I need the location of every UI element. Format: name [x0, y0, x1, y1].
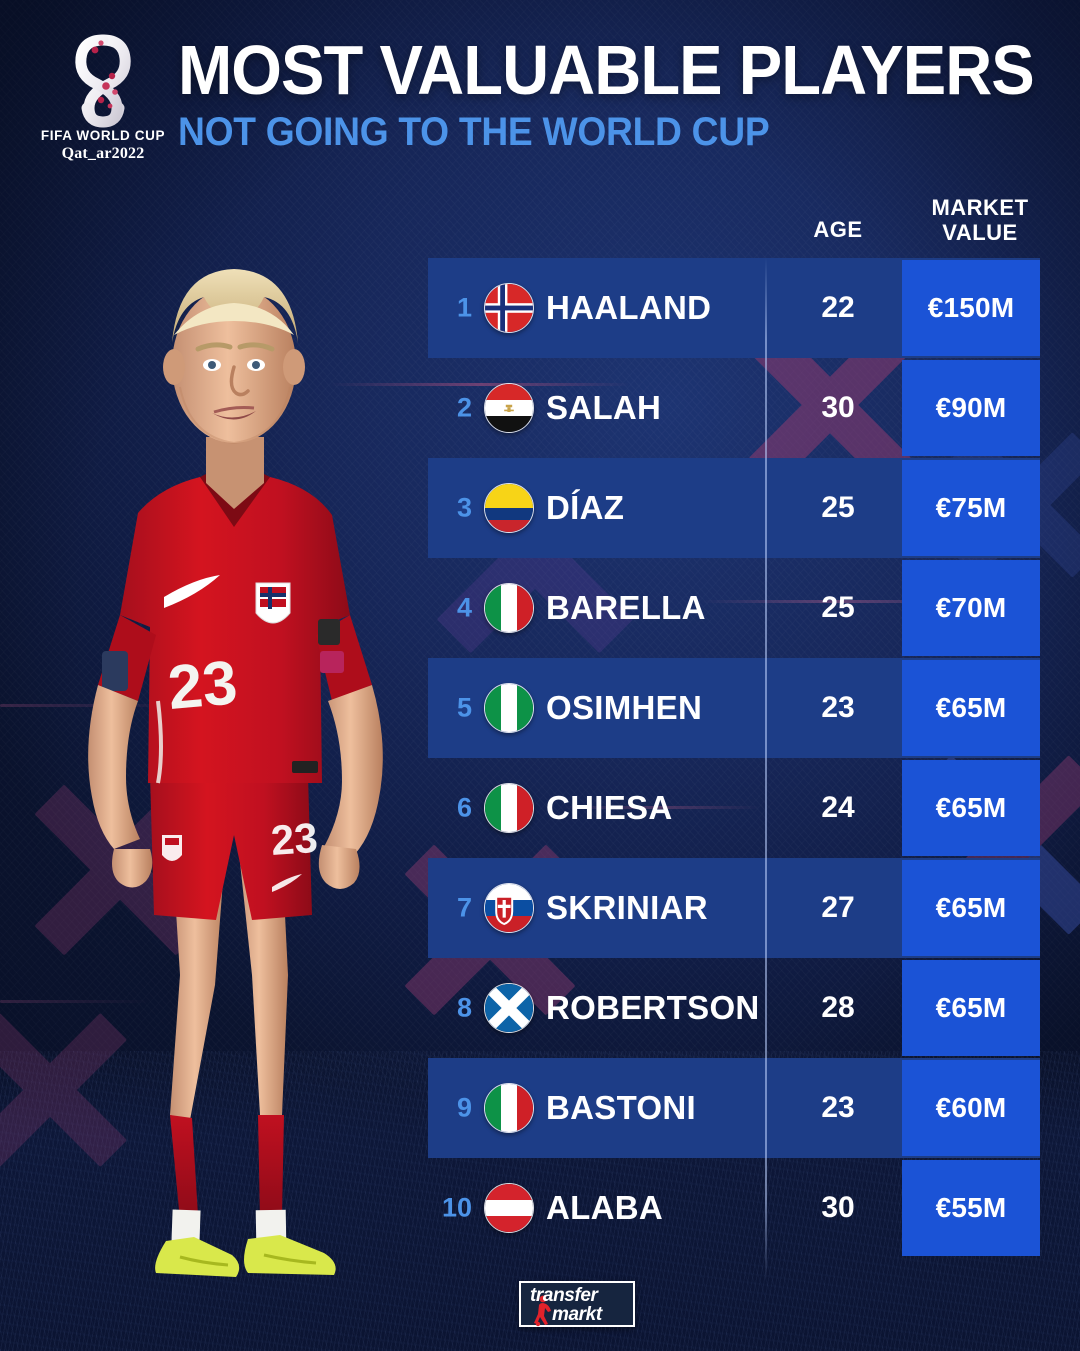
row-rank: 10: [441, 1192, 472, 1223]
flag-egypt-icon: [484, 383, 534, 433]
row-player-name: ALABA: [546, 1189, 663, 1226]
row-rank: 7: [456, 892, 472, 923]
page-subtitle: NOT GOING TO THE WORLD CUP: [178, 109, 770, 154]
row-market-value-cell: €65M: [902, 660, 1040, 756]
row-rank: 6: [456, 792, 472, 823]
row-market-value: €65M: [935, 892, 1007, 923]
row-market-value-cell: €55M: [902, 1160, 1040, 1256]
row-age: 25: [821, 591, 855, 624]
row-market-value-cell: €90M: [902, 360, 1040, 456]
row-player-name: BASTONI: [546, 1089, 697, 1126]
row-age: 24: [821, 791, 855, 824]
flag-italy-icon: [484, 583, 534, 633]
row-player-name: OSIMHEN: [546, 689, 703, 726]
row-market-value: €65M: [935, 792, 1007, 823]
row-rank: 8: [456, 992, 472, 1023]
svg-text:23: 23: [269, 814, 319, 864]
flag-colombia-icon: [484, 483, 534, 533]
column-divider: [765, 258, 767, 1280]
transfermarkt-player-icon: [534, 1295, 551, 1327]
table-row: 5 OSIMHEN 23 €65M: [428, 658, 1040, 758]
row-rank: 2: [456, 392, 472, 423]
row-player-name: BARELLA: [546, 589, 706, 626]
table-row: 3 DÍAZ 25 €75M: [428, 458, 1040, 558]
player-photo: 23 23: [20, 215, 440, 1290]
transfermarkt-logo[interactable]: transfer markt: [519, 1281, 635, 1327]
table-row: 10 ALABA 30 €55M: [428, 1158, 1040, 1258]
table-row: 7 SKRINIAR 27 €65M: [428, 858, 1040, 958]
row-age: 23: [821, 1091, 855, 1124]
flag-italy-icon: [484, 783, 534, 833]
table-row: 9 BASTONI 23 €60M: [428, 1058, 1040, 1158]
row-market-value-cell: €150M: [902, 260, 1040, 356]
row-market-value: €65M: [935, 692, 1007, 723]
row-market-value: €150M: [927, 292, 1015, 323]
row-player-name: SALAH: [546, 389, 662, 426]
row-market-value-cell: €65M: [902, 960, 1040, 1056]
row-market-value-cell: €70M: [902, 560, 1040, 656]
row-age: 22: [821, 291, 855, 324]
decor-streak: [0, 1000, 150, 1003]
row-player-name: HAALAND: [546, 289, 712, 326]
row-player-name: SKRINIAR: [546, 889, 708, 926]
fifa-world-cup-qatar-2022-logo-icon: FIFA WORLD CUP Qat_ar2022: [38, 30, 168, 170]
flag-austria-icon: [484, 1183, 534, 1233]
flag-italy-icon: [484, 1083, 534, 1133]
qatar-2022-text: Qat_ar2022: [61, 145, 145, 162]
row-market-value-cell: €75M: [902, 460, 1040, 556]
row-rank: 1: [456, 292, 472, 323]
row-market-value-cell: €65M: [902, 860, 1040, 956]
column-headers: AGE MARKET VALUE: [0, 185, 1080, 255]
header: FIFA WORLD CUP Qat_ar2022 MOST VALUABLE …: [0, 0, 1080, 190]
row-market-value: €55M: [935, 1192, 1007, 1223]
row-age: 25: [821, 491, 855, 524]
row-age: 27: [821, 891, 855, 924]
column-header-market-value-line1: MARKET: [931, 195, 1029, 220]
row-rank: 4: [456, 592, 472, 623]
flag-norway-icon: [484, 283, 534, 333]
flag-scotland-icon: [484, 983, 534, 1033]
row-player-name: CHIESA: [546, 789, 673, 826]
decor-streak: [330, 383, 630, 386]
decor-streak: [560, 806, 760, 809]
fifa-world-cup-text: FIFA WORLD CUP: [40, 128, 166, 143]
flag-nigeria-icon: [484, 683, 534, 733]
decor-streak: [700, 600, 980, 603]
page-title: MOST VALUABLE PLAYERS: [178, 31, 1035, 109]
row-rank: 9: [456, 1092, 472, 1123]
table-row: 8 ROBERTSON 28 €65M: [428, 958, 1040, 1058]
row-rank: 3: [456, 492, 472, 523]
column-header-age: AGE: [813, 217, 863, 242]
column-header-market-value: MARKET VALUE: [905, 195, 1055, 245]
row-market-value-cell: €65M: [902, 760, 1040, 856]
table-row: 6 CHIESA 24 €65M: [428, 758, 1040, 858]
players-table: 1 HAALAND 22 €150M 2 SALAH 30 €90M 3 DÍAZ 25 €75…: [428, 258, 1040, 1258]
table-row: 1 HAALAND 22 €150M: [428, 258, 1040, 358]
table-row: 2 SALAH 30 €90M: [428, 358, 1040, 458]
transfermarkt-text-transfer: transfer: [530, 1285, 598, 1306]
row-market-value: €75M: [935, 492, 1007, 523]
row-market-value-cell: €60M: [902, 1060, 1040, 1156]
row-market-value: €90M: [935, 392, 1007, 423]
row-player-name: ROBERTSON: [546, 989, 760, 1026]
row-market-value: €60M: [935, 1092, 1007, 1123]
column-header-market-value-line2: VALUE: [942, 219, 1018, 245]
row-market-value: €65M: [935, 992, 1007, 1023]
row-age: 30: [821, 1191, 855, 1224]
table-row: 4 BARELLA 25 €70M: [428, 558, 1040, 658]
title-block: MOST VALUABLE PLAYERS NOT GOING TO THE W…: [178, 31, 1080, 154]
svg-text:23: 23: [165, 648, 240, 723]
transfermarkt-text-markt: markt: [552, 1304, 602, 1325]
row-rank: 5: [456, 692, 472, 723]
row-player-name: DÍAZ: [546, 489, 625, 526]
flag-slovakia-icon: [484, 883, 534, 933]
row-age: 28: [821, 991, 855, 1024]
row-market-value: €70M: [935, 592, 1007, 623]
row-age: 23: [821, 691, 855, 724]
row-age: 30: [821, 391, 855, 424]
